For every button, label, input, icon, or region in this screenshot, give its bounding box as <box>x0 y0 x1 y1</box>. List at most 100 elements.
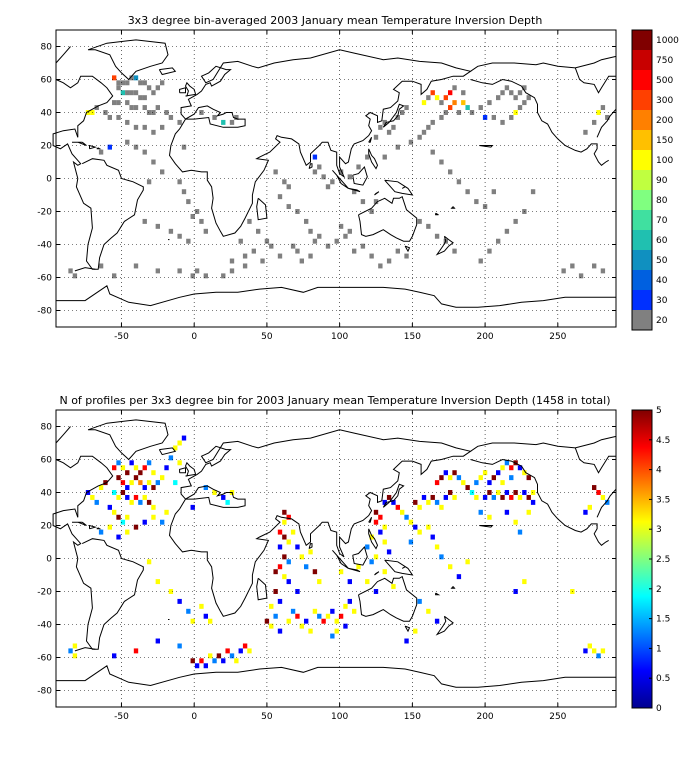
colorbar-swatch <box>632 110 652 131</box>
data-cell <box>286 184 291 190</box>
data-cell <box>461 480 466 486</box>
data-cell <box>225 648 230 654</box>
data-cell <box>98 149 104 155</box>
data-cell <box>373 519 379 525</box>
data-cell <box>352 248 357 254</box>
data-cell <box>277 529 283 535</box>
data-cell <box>107 504 112 510</box>
tick-label-x: 150 <box>404 332 421 342</box>
data-cell <box>160 80 165 86</box>
coastline <box>256 577 268 601</box>
coastline <box>87 39 169 81</box>
data-cell <box>448 90 453 96</box>
coastline <box>168 429 472 617</box>
data-cell <box>513 110 518 115</box>
data-cell <box>221 273 226 279</box>
data-cell <box>417 134 422 140</box>
data-cell <box>587 504 592 510</box>
data-cell <box>190 618 195 624</box>
data-cell <box>465 559 470 565</box>
coastline <box>168 49 472 237</box>
tick-label-x: 250 <box>549 712 566 722</box>
data-cell <box>522 100 527 106</box>
tick-label-x: 200 <box>476 712 493 722</box>
data-cell <box>295 613 300 619</box>
data-cell <box>378 263 383 269</box>
data-cell <box>317 164 322 170</box>
data-cell <box>295 544 300 550</box>
data-cell <box>496 490 501 495</box>
data-cell <box>587 643 592 649</box>
data-cell <box>177 643 182 649</box>
tick-label-x: 0 <box>191 332 197 342</box>
data-cell <box>369 534 374 540</box>
data-cell <box>500 480 505 486</box>
data-cell <box>530 189 536 195</box>
coastline <box>470 55 617 72</box>
data-cell <box>395 144 400 150</box>
data-cell <box>221 119 226 125</box>
data-cell <box>125 514 130 520</box>
data-cell <box>347 598 352 604</box>
colorbar-tick-label: 1.5 <box>656 615 670 625</box>
data-cell <box>72 643 78 649</box>
data-cell <box>526 494 531 500</box>
colorbar-tick-label: 4 <box>656 466 662 476</box>
data-cell <box>142 149 147 155</box>
colorbar-tick-label: 750 <box>656 56 673 66</box>
data-cell <box>561 268 566 274</box>
colorbar-swatch <box>632 250 652 271</box>
coastline <box>358 575 418 622</box>
tick-label-x: 250 <box>549 332 566 342</box>
data-cell <box>517 465 523 471</box>
tick-label-y: 20 <box>41 522 53 532</box>
data-cell <box>168 114 174 120</box>
data-cell <box>199 110 204 115</box>
data-cell <box>107 524 112 530</box>
data-cell <box>365 154 370 160</box>
coastline <box>308 543 313 550</box>
tick-label-x: 50 <box>261 332 273 342</box>
data-cell <box>386 549 392 555</box>
data-cell <box>199 603 204 609</box>
colorbar-tick-label: 0 <box>656 704 662 714</box>
tick-label-y: 80 <box>41 423 53 433</box>
data-cell <box>146 85 152 91</box>
tick-label-y: 80 <box>41 43 53 53</box>
data-cell <box>269 243 274 249</box>
data-cell <box>295 209 300 214</box>
data-cell <box>177 233 182 239</box>
colorbar-tick-label: 40 <box>656 276 668 286</box>
data-cell <box>513 218 518 224</box>
tick-label-y: 60 <box>41 76 53 86</box>
tick-label-x: 0 <box>191 712 197 722</box>
data-cell <box>133 494 139 500</box>
tick-label-x: 200 <box>476 332 493 342</box>
coastline <box>374 571 380 576</box>
data-cell <box>343 603 348 609</box>
data-cell <box>426 524 431 530</box>
data-cell <box>151 504 156 510</box>
data-cell <box>138 499 143 505</box>
data-cell <box>517 529 523 535</box>
data-cell <box>500 465 505 471</box>
data-cell <box>116 80 121 86</box>
colorbar-swatch <box>632 90 652 111</box>
data-cell <box>487 490 492 495</box>
data-cell <box>325 613 331 619</box>
data-cell <box>504 509 510 515</box>
data-cell <box>238 648 243 654</box>
coastline <box>179 467 186 474</box>
data-cell <box>434 95 440 101</box>
data-cell <box>98 529 104 535</box>
data-cell <box>212 114 217 120</box>
data-cell <box>334 238 339 244</box>
tick-label-y: -40 <box>37 241 52 251</box>
data-cell <box>282 554 287 560</box>
coastline <box>72 521 87 526</box>
grid-bottom <box>56 410 616 707</box>
data-cell <box>312 238 318 244</box>
data-cell <box>120 80 126 86</box>
data-cell <box>264 618 270 624</box>
coastline <box>179 87 186 94</box>
